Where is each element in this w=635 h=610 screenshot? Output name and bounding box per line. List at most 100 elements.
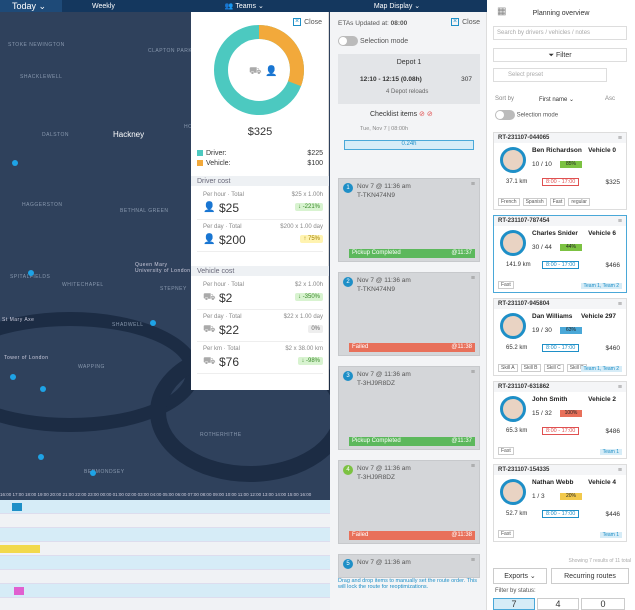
menu-icon[interactable]: ≡	[617, 301, 622, 308]
route-card[interactable]: RT-231107-044065 Ben Richardson Vehicle 0 1…	[493, 132, 627, 210]
calendar-icon[interactable]: ▦	[497, 6, 507, 17]
stop-time: Nov 7 @ 11:36 am	[357, 465, 411, 472]
filter-button[interactable]: ⏷ Filter	[493, 48, 627, 62]
planning-search-input[interactable]: Search by drivers / vehicles / notes	[493, 26, 627, 40]
route-cost: $460	[605, 345, 620, 352]
legend-driver: Driver: $225	[197, 150, 323, 157]
map-pin[interactable]	[40, 386, 46, 392]
skill-tag: Fast	[498, 281, 514, 289]
cost-row-label: Per km · Total	[203, 346, 240, 352]
route-card[interactable]: RT-231107-945804 Dan Williams Vehicle 297 1…	[493, 298, 627, 376]
timeline-row[interactable]	[0, 528, 330, 542]
map-label-tower: Tower of London	[4, 355, 49, 361]
recurring-routes-button[interactable]: Recurring routes	[551, 568, 629, 584]
stop-status: Failed @11:38	[349, 343, 475, 352]
cost-row-pct: ↓ -221%	[294, 203, 323, 211]
route-close-button[interactable]: × Close	[451, 18, 480, 26]
timeline-block[interactable]	[12, 503, 22, 511]
preset-select[interactable]: Select preset	[493, 68, 607, 82]
stop-number: 2	[343, 277, 353, 287]
route-stop[interactable]: 3 Nov 7 @ 11:36 am T-3HJ9R8DZ ≡ Pickup Compl…	[338, 366, 480, 450]
stop-number: 5	[343, 559, 353, 569]
menu-icon[interactable]: ≡	[470, 463, 475, 470]
timeline[interactable]: 16:00 17:00 18:00 19:00 20:00 21:00 22:0…	[0, 490, 330, 610]
cost-row-value: $22	[219, 323, 240, 337]
capacity-bar: 44%	[560, 244, 582, 251]
map-pin[interactable]	[12, 160, 18, 166]
route-stop[interactable]: 5 Nov 7 @ 11:36 am ≡	[338, 554, 480, 578]
planning-title: Planning overview	[532, 10, 590, 17]
time-window: 8:00 - 17:00	[542, 510, 580, 518]
today-dropdown[interactable]: Today ⌄	[0, 0, 62, 12]
stop-count: 15 / 32	[532, 410, 552, 417]
route-selection-mode[interactable]: Selection mode	[338, 36, 408, 46]
checklist-items[interactable]: Checklist items ⊘ ⊘	[370, 111, 433, 118]
route-panel: ETAs Updated at: 08:00 × Close Selection …	[330, 12, 487, 610]
route-stop[interactable]: 4 Nov 7 @ 11:36 am T-3HJ9R8DZ ≡ Failed @11:38	[338, 460, 480, 544]
sort-direction[interactable]: Asc	[605, 96, 616, 102]
stop-status: Failed @11:38	[349, 531, 475, 540]
route-stop[interactable]: 2 Nov 7 @ 11:36 am T-TKN474N9 ≡ Failed @11:38	[338, 272, 480, 356]
cost-row-value: $2	[219, 291, 233, 305]
selection-toggle[interactable]	[338, 36, 358, 46]
menu-icon[interactable]: ≡	[470, 557, 475, 564]
cost-row-pct: 0%	[308, 325, 323, 333]
map-display-dropdown[interactable]: Map Display ⌄	[373, 3, 421, 10]
skill-tag: Fast	[549, 198, 566, 206]
menu-icon[interactable]: ≡	[617, 384, 622, 391]
map-label: CLAPTON PARK	[148, 48, 193, 54]
menu-icon[interactable]: ≡	[470, 369, 475, 376]
team-badge: Team 1	[599, 449, 622, 455]
status-filter-inprogress[interactable]: 4	[537, 598, 579, 610]
weekly-button[interactable]: Weekly	[92, 2, 115, 10]
driver-cost-row: Per day · Total 👤 $200 $200 x 1.00 day ↑ 75%	[197, 222, 323, 252]
map-pin[interactable]	[28, 270, 34, 276]
timeline-row[interactable]	[0, 556, 330, 570]
menu-icon[interactable]: ≡	[470, 275, 475, 282]
menu-icon[interactable]: ≡	[470, 181, 475, 188]
timeline-row[interactable]	[0, 570, 330, 584]
drag-hint: Drag and drop items to manually set the …	[338, 578, 477, 590]
timeline-row[interactable]	[0, 514, 330, 528]
map-pin[interactable]	[150, 320, 156, 326]
skill-tag: Skill B	[520, 364, 541, 372]
vehicle-name: Vehicle 297	[580, 313, 616, 320]
map-pin[interactable]	[38, 454, 44, 460]
timeline-row[interactable]	[0, 500, 330, 514]
driver-name: Dan Williams	[532, 313, 573, 320]
route-card[interactable]: RT-231107-787454 Charles Snider Vehicle 6 3…	[493, 215, 627, 293]
menu-icon[interactable]: ≡	[617, 467, 622, 474]
skill-tags: French Spanish Fast regular	[498, 198, 590, 206]
status-filter-scheduled[interactable]: 7	[493, 598, 535, 610]
filter-by-status-label: Filter by status:	[495, 588, 536, 594]
route-stop[interactable]: 1 Nov 7 @ 11:36 am T-TKN474N9 ≡ Pickup Compl…	[338, 178, 480, 262]
map-label: STEPNEY	[160, 286, 187, 292]
planning-selection-mode[interactable]: Selection mode	[495, 110, 558, 120]
route-id: RT-231107-044065	[494, 133, 626, 143]
map-pin[interactable]	[90, 470, 96, 476]
depot-time: 12:10 - 12:15 (0.08h)	[360, 76, 422, 83]
route-card[interactable]: RT-231107-631862 John Smith Vehicle 2 15 / …	[493, 381, 627, 459]
timeline-block[interactable]	[14, 587, 24, 595]
status-filter-completed[interactable]: 0	[581, 598, 625, 610]
route-id: RT-231107-631862	[494, 382, 626, 392]
menu-icon[interactable]: ≡	[617, 135, 622, 142]
depot-count: 307	[461, 76, 472, 83]
stop-time: Nov 7 @ 11:36 am	[357, 371, 411, 378]
menu-icon[interactable]: ≡	[617, 218, 622, 225]
map-pin[interactable]	[10, 374, 16, 380]
cost-close-button[interactable]: × Close	[293, 18, 322, 26]
selection-toggle[interactable]	[495, 110, 515, 120]
timeline-row[interactable]	[0, 542, 330, 556]
route-cost: $486	[605, 428, 620, 435]
capacity-bar: 85%	[560, 161, 582, 168]
timeline-block[interactable]	[0, 545, 40, 553]
sort-field-select[interactable]: First name ⌄	[539, 97, 575, 103]
teams-dropdown[interactable]: 👥 Teams ⌄	[224, 3, 264, 10]
exports-dropdown[interactable]: Exports ⌄	[493, 568, 547, 584]
timeline-row[interactable]	[0, 584, 330, 598]
route-card[interactable]: RT-231107-154335 Nathan Webb Vehicle 4 1 / …	[493, 464, 627, 542]
stop-count: 1 / 3	[532, 493, 545, 500]
vehicle-name: Vehicle 6	[588, 230, 616, 237]
route-id: RT-231107-787454	[494, 216, 626, 226]
